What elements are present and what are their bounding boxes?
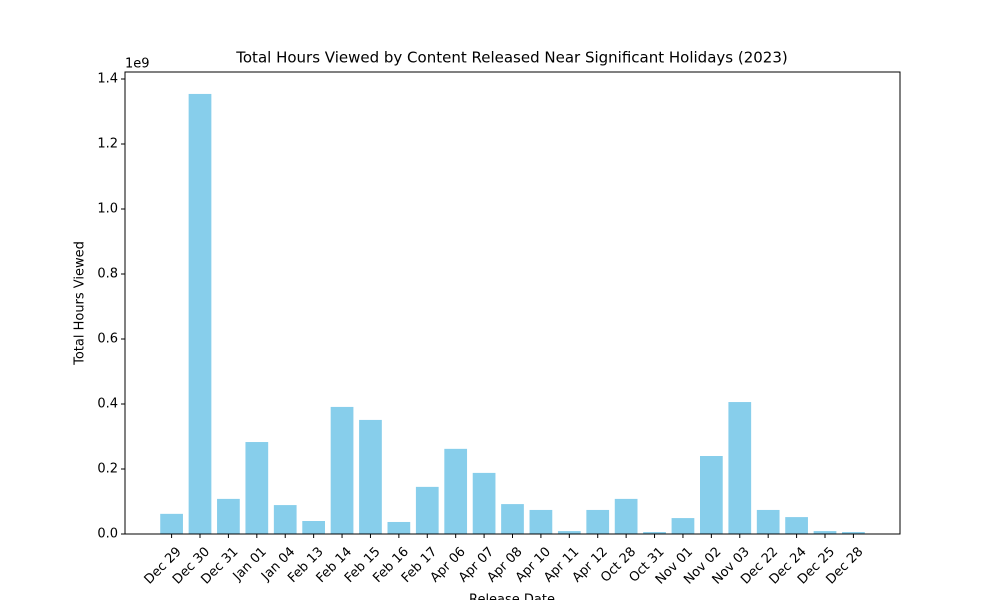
bar (785, 517, 808, 534)
y-tick-label: 0.6 (97, 331, 118, 346)
bar (671, 518, 695, 534)
plot-frame (124, 71, 901, 535)
y-tick-label: 0.4 (97, 396, 118, 411)
y-offset: 1e9 (125, 57, 150, 72)
bar (529, 509, 553, 534)
bar (614, 498, 638, 534)
y-tick-label: 1.2 (97, 136, 118, 151)
bar (472, 472, 496, 534)
bar (160, 513, 183, 534)
y-tick-label: 0.0 (97, 527, 118, 542)
bar (586, 509, 610, 534)
bar (756, 509, 780, 534)
bar (273, 505, 297, 534)
chart-title: Total Hours Viewed by Content Released N… (235, 49, 787, 67)
y-tick-label: 0.2 (97, 461, 118, 476)
x-axis-label: Release Date (469, 593, 555, 600)
y-tick-label: 1.4 (97, 71, 118, 86)
bar (842, 532, 865, 534)
bar (728, 402, 752, 534)
bar (302, 520, 325, 534)
bar (330, 406, 354, 534)
bar (813, 531, 837, 534)
bar (700, 455, 723, 534)
bar (557, 531, 581, 534)
bar (501, 504, 524, 534)
bar (387, 521, 411, 534)
bar (359, 419, 382, 534)
y-axis-label: Total Hours Viewed (73, 241, 88, 366)
bar (643, 532, 666, 534)
bar (245, 442, 269, 534)
bar (188, 93, 212, 534)
bar (415, 486, 439, 534)
bar (217, 498, 240, 534)
bar (444, 448, 468, 534)
y-tick-label: 1.0 (97, 201, 118, 216)
y-tick-label: 0.8 (97, 266, 118, 281)
